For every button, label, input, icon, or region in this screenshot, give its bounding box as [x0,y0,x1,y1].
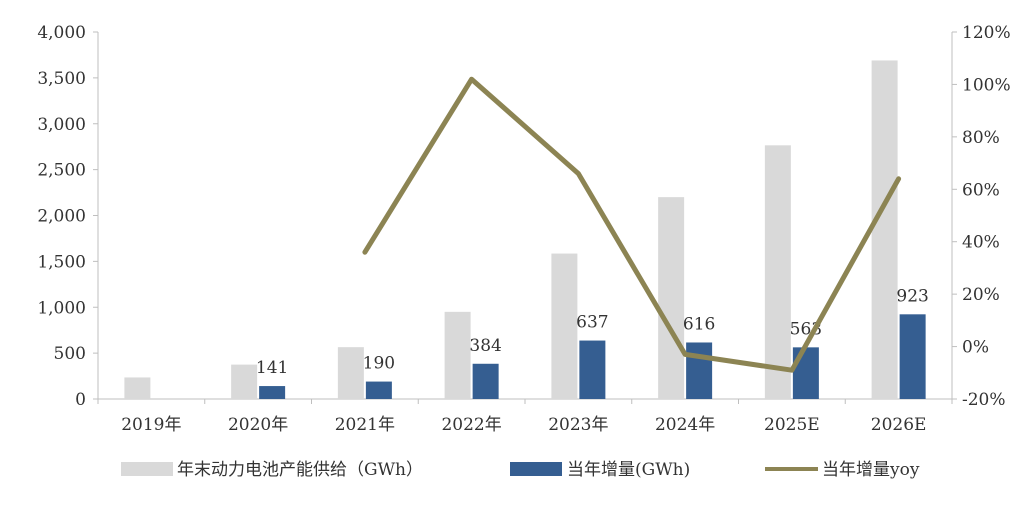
right-axis-tick-label: -20% [962,390,1006,410]
left-axis-tick-label: 3,500 [37,69,86,89]
legend-capacity-swatch [121,462,173,476]
capacity-bar [551,253,578,399]
capacity-bar [124,377,151,399]
left-axis-tick-label: 500 [54,344,86,364]
increment-bar [686,342,713,399]
left-axis-tick-label: 3,000 [37,115,86,135]
right-axis-tick-label: 0% [962,338,989,358]
capacity-bar [871,60,898,399]
increment-data-label: 616 [683,314,715,334]
capacity-bar [764,145,791,399]
x-axis-tick-label: 2019年 [121,415,181,435]
increment-data-label: 141 [256,358,288,378]
legend-yoy-label: 当年增量yoy [822,460,920,480]
x-axis-tick-label: 2022年 [441,415,501,435]
legend-increment-label: 当年增量(GWh) [567,460,690,480]
increment-data-label: 923 [896,286,928,306]
capacity-bar [444,311,471,399]
x-axis-tick-label: 2021年 [335,415,395,435]
increment-bar [579,340,606,399]
increment-bar [792,347,819,399]
legend-increment-swatch [510,462,562,476]
increment-data-label: 384 [469,336,501,356]
left-axis-tick-label: 1,500 [37,252,86,272]
right-axis-tick-label: 120% [962,23,1011,43]
right-axis-tick-label: 40% [962,233,1000,253]
increment-bar [259,386,286,399]
right-axis-tick-label: 100% [962,75,1011,95]
increment-bar [365,381,392,399]
left-axis-tick-label: 2,500 [37,161,86,181]
x-axis-tick-label: 2020年 [228,415,288,435]
yoy-line [362,76,902,373]
capacity-bar [658,197,685,399]
left-axis-tick-label: 4,000 [37,23,86,43]
left-axis-tick-label: 0 [75,390,86,410]
right-axis-tick-label: 80% [962,128,1000,148]
x-axis-tick-label: 2025E [764,415,820,435]
right-axis-tick-label: 60% [962,180,1000,200]
x-axis-tick-label: 2023年 [548,415,608,435]
legend-capacity-label: 年末动力电池产能供给（GWh） [177,460,423,480]
x-axis-tick-label: 2026E [871,415,927,435]
x-axis-tick-label: 2024年 [655,415,715,435]
increment-data-label: 637 [576,313,608,333]
left-axis-tick-label: 1,000 [37,298,86,318]
increment-bar [472,363,499,399]
increment-bar [899,314,926,399]
right-axis-tick-label: 20% [962,285,1000,305]
capacity-bar [231,364,258,399]
increment-data-label: 190 [363,354,395,374]
capacity-bar [337,347,364,399]
left-axis-tick-label: 2,000 [37,207,86,227]
